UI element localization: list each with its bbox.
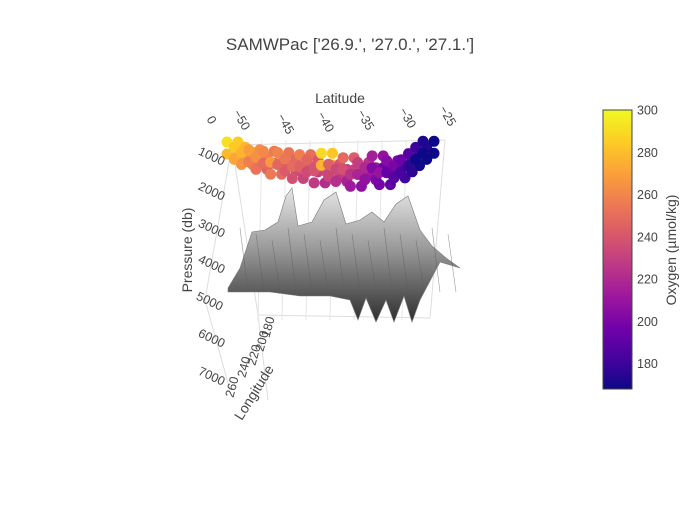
longitude-tick-label: 220 (245, 343, 264, 367)
scatter-point (344, 180, 356, 192)
latitude-tick-label: −35 (354, 107, 377, 132)
surface-ridge (367, 239, 377, 293)
surface-ridge (399, 233, 409, 293)
pressure-tick-label: 6000 (196, 326, 227, 350)
pressure-tick-label: 2000 (196, 179, 227, 203)
scatter-point (366, 150, 378, 162)
scatter-point (272, 147, 284, 159)
pressure-tick-label: 5000 (194, 289, 225, 313)
latitude-tick-label: −45 (274, 111, 297, 136)
scatter-point (315, 147, 327, 159)
latitude-tick-labels: 0 −50 −45 −40 −35 −30 −25 (204, 103, 459, 136)
latitude-tick-label: −40 (314, 109, 337, 134)
surface-ridge (239, 227, 249, 293)
scatter-point (410, 153, 422, 165)
surface-layer (227, 187, 461, 323)
longitude-tick-label: 200 (253, 329, 272, 353)
surface-ridge (319, 239, 329, 293)
surface-ridge (335, 227, 345, 293)
colorbar: 300 280 260 240 220 200 180 Oxygen (µmol/kg) (602, 104, 679, 390)
scene-3d[interactable]: 0 −50 −45 −40 −35 −30 −25 1000 2000 3000 4000 5000… (179, 90, 461, 423)
scatter-point (410, 141, 422, 153)
scatter-point (301, 154, 313, 166)
scatter-point (279, 153, 291, 165)
gridline (204, 144, 233, 301)
gridline (231, 139, 446, 146)
longitude-tick-label: 240 (235, 355, 254, 379)
chart-title: SAMWPac ['26.9.', '27.0.', '27.1.'] (226, 35, 474, 54)
gridline (429, 139, 446, 319)
longitude-tick-label: 260 (223, 375, 242, 399)
gridline (257, 314, 431, 319)
surface-ridge (447, 233, 457, 293)
surface-ridge (287, 227, 297, 293)
colorbar-tick-label: 260 (637, 188, 658, 202)
scatter-point (257, 145, 269, 157)
latitude-tick-label: −30 (396, 105, 419, 130)
surface-ridge (383, 227, 393, 293)
scatter-point (243, 144, 255, 156)
pressure-tick-label: 4000 (196, 252, 227, 276)
scatter-point (395, 166, 407, 178)
scatter-points (221, 135, 440, 192)
surface-ridge (255, 233, 265, 293)
scatter-point (330, 176, 342, 187)
pressure-tick-label: 7000 (196, 364, 227, 388)
colorbar-tick-label: 280 (637, 146, 658, 160)
scatter-point (359, 174, 371, 186)
latitude-tick-label: −50 (230, 107, 253, 132)
scatter-point (286, 173, 298, 184)
scatter-point (308, 177, 320, 189)
scatter-point (388, 172, 400, 184)
scatter-point (417, 147, 429, 159)
colorbar-tick-label: 240 (637, 230, 658, 244)
scatter-point (265, 168, 277, 180)
scatter-point (250, 163, 262, 175)
colorbar-tick-label: 200 (637, 315, 658, 329)
surface-ridge (351, 233, 361, 293)
pressure-axis-label: Pressure (db) (179, 208, 195, 293)
gridline (257, 314, 269, 401)
latitude-axis-label: Latitude (315, 90, 365, 106)
colorbar-ticks: 300 280 260 240 220 200 180 (637, 104, 658, 372)
latitude-tick-label: −25 (436, 103, 459, 128)
scatter-point (403, 160, 414, 172)
colorbar-tick-label: 180 (637, 357, 658, 371)
colorbar-title: Oxygen (µmol/kg) (663, 195, 679, 306)
surface (227, 187, 461, 323)
surface-ridge (271, 239, 281, 293)
surface-ridge (415, 239, 425, 293)
latitude-tick-label: 0 (204, 113, 220, 126)
surface-ridge (303, 233, 313, 293)
scatter-point (417, 135, 429, 147)
pressure-tick-labels: 1000 2000 3000 4000 5000 6000 7000 (194, 144, 227, 388)
scatter-point (428, 135, 440, 147)
scatter-point (250, 151, 262, 163)
pressure-tick-label: 1000 (196, 144, 227, 168)
surface-ridge (431, 227, 441, 293)
scatter-point (373, 179, 385, 191)
longitude-tick-label: 180 (259, 315, 278, 339)
colorbar-tick-label: 300 (637, 104, 658, 118)
scatter-point (337, 152, 349, 164)
colorbar-gradient (602, 109, 633, 390)
scatter-point (428, 147, 440, 159)
gridline (204, 299, 231, 391)
scatter-point (326, 147, 338, 159)
pressure-tick-label: 3000 (196, 216, 227, 240)
colorbar-tick-label: 220 (637, 273, 658, 287)
